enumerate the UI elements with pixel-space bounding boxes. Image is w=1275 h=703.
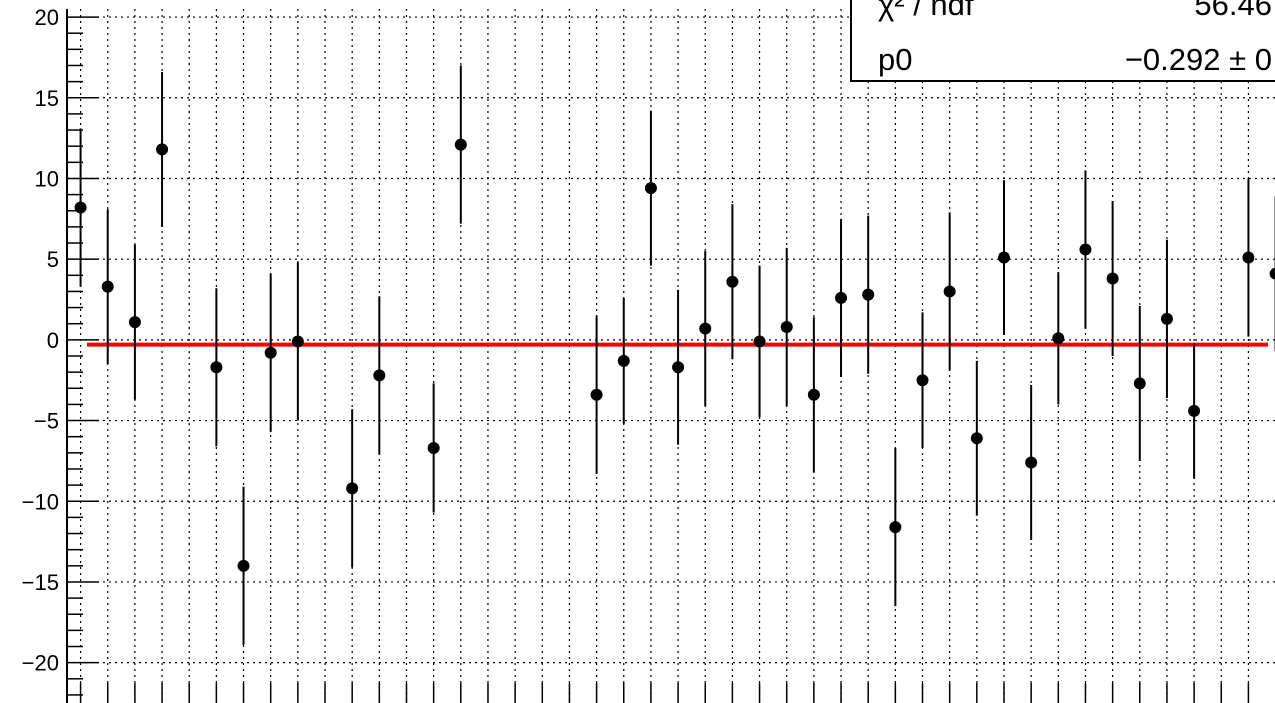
data-points (74, 65, 1275, 645)
data-marker (970, 432, 983, 445)
data-marker (1242, 251, 1255, 264)
data-point (807, 317, 820, 473)
data-marker (889, 521, 902, 534)
data-marker (74, 201, 87, 214)
data-marker (128, 316, 141, 329)
data-point (454, 65, 467, 224)
data-point (291, 262, 304, 421)
data-point (237, 486, 250, 645)
data-marker (997, 251, 1010, 264)
data-marker (943, 285, 956, 298)
data-marker (346, 482, 359, 495)
data-point (101, 209, 114, 365)
data-point (1025, 385, 1038, 540)
data-point (373, 296, 386, 455)
data-point (672, 289, 685, 445)
data-marker (1188, 404, 1201, 417)
data-point (427, 383, 440, 513)
y-tick-label: −10 (22, 489, 59, 514)
y-tick-label: 5 (47, 247, 59, 272)
data-marker (726, 275, 739, 288)
data-marker (699, 322, 712, 335)
data-marker (101, 280, 114, 293)
y-tick-label: 0 (47, 328, 59, 353)
data-point (264, 273, 277, 432)
data-point (617, 297, 630, 424)
y-tick-label: 20 (35, 5, 59, 30)
data-marker (210, 361, 223, 374)
data-marker (753, 335, 766, 348)
y-tick-label: −15 (22, 570, 59, 595)
data-marker (291, 335, 304, 348)
data-marker (916, 374, 929, 387)
data-point (835, 218, 848, 377)
stats-box-frame (850, 0, 1275, 82)
data-point (780, 247, 793, 407)
data-point (644, 110, 657, 266)
axis-ticks (67, 16, 1250, 703)
data-point (128, 244, 141, 400)
data-point (210, 288, 223, 447)
grid-lines (67, 9, 1275, 703)
data-point (346, 409, 359, 568)
data-point (1079, 170, 1092, 329)
data-marker (1160, 312, 1173, 325)
data-point (862, 215, 875, 374)
data-point (753, 265, 766, 418)
data-point (590, 315, 603, 474)
y-tick-labels: 20 15 10 5 0 −5 −10 −15 −20 (22, 5, 59, 676)
data-point (699, 251, 712, 407)
data-point (1160, 239, 1173, 398)
stats-chi2-label: χ² / ndf (878, 0, 974, 22)
y-tick-label: 15 (35, 86, 59, 111)
y-tick-label: −5 (34, 409, 59, 434)
stats-p0-value: −0.292 ± 0 (1125, 42, 1272, 77)
data-marker (1079, 243, 1092, 256)
data-marker (780, 320, 793, 333)
data-marker (672, 361, 685, 374)
data-point (889, 447, 902, 607)
data-point (74, 128, 87, 287)
data-point (156, 71, 169, 227)
data-point (1269, 196, 1275, 352)
data-point (1052, 272, 1065, 405)
data-point (997, 180, 1010, 336)
data-marker (264, 346, 277, 359)
data-point (943, 212, 956, 371)
data-point (1106, 201, 1119, 356)
y-tick-label: −20 (22, 651, 59, 676)
stats-p0-label: p0 (878, 42, 912, 77)
data-marker (427, 441, 440, 454)
y-tick-label: 10 (35, 166, 59, 191)
data-point (970, 360, 983, 516)
data-marker (1269, 267, 1275, 280)
data-point (1242, 178, 1255, 337)
fit-stats-box: χ² / ndf 56.46 p0 −0.292 ± 0 (850, 0, 1275, 82)
data-marker (1133, 377, 1146, 390)
stats-chi2-value: 56.46 (1194, 0, 1272, 22)
data-marker (373, 369, 386, 382)
data-marker (617, 354, 630, 367)
data-point (1188, 343, 1201, 479)
data-point (1133, 305, 1146, 461)
data-point (916, 312, 929, 448)
data-marker (237, 559, 250, 572)
data-marker (590, 388, 603, 401)
data-point (726, 204, 739, 360)
data-marker (835, 291, 848, 304)
data-marker (1052, 332, 1065, 345)
data-marker (156, 143, 169, 156)
data-marker (807, 388, 820, 401)
data-marker (644, 182, 657, 195)
data-marker (1106, 272, 1119, 285)
data-marker (454, 138, 467, 151)
data-marker (1025, 456, 1038, 469)
data-marker (862, 288, 875, 301)
